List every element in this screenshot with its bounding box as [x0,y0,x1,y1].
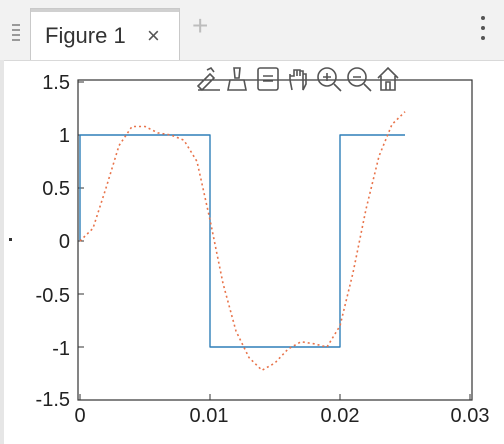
axes-toolbar [196,66,399,92]
left-edge-marker [9,238,12,241]
panel-grip-icon[interactable] [12,24,20,44]
brush-icon[interactable] [227,67,247,91]
pan-hand-icon[interactable] [289,69,307,91]
y-tick-label: 1 [59,125,70,147]
axes-box [77,79,473,401]
tab-label: Figure 1 [45,23,126,48]
panel-left-border [0,60,4,444]
tab-figure-1[interactable]: Figure 1 × [30,8,180,60]
tab-active-indicator [31,9,179,12]
y-tick-label: -1 [52,338,70,360]
square-wave-line [79,134,405,348]
y-tick-label: 0.5 [42,178,70,200]
x-tick-label: 0.01 [190,405,229,427]
figure-tab-bar: Figure 1 × + [0,0,504,61]
zoom-out-icon[interactable] [347,67,372,92]
zoom-in-icon[interactable] [317,67,342,92]
y-tick-labels: 1.5 1 0.5 0 -0.5 -1 -1.5 [36,72,70,411]
x-tick-label: 0 [74,405,85,427]
x-tick-label: 0.03 [451,405,490,427]
close-icon[interactable]: × [147,23,160,48]
data-tip-icon[interactable] [257,67,279,91]
plot-series [79,111,406,372]
x-tick-label: 0.02 [321,405,360,427]
more-options-icon[interactable] [480,16,486,40]
home-restore-icon[interactable] [377,66,399,91]
figure-canvas: 1.5 1 0.5 0 -0.5 -1 -1.5 0 0.01 0.02 0.0… [9,66,489,427]
y-tick-label: -1.5 [36,389,70,411]
y-tick-label: -0.5 [36,285,70,307]
fourier-series-line [79,111,406,372]
y-tick-label: 1.5 [42,72,70,94]
x-tick-labels: 0 0.01 0.02 0.03 [74,405,489,427]
edit-plot-icon[interactable] [196,66,220,92]
axis-ticks [78,81,471,401]
add-tab-icon[interactable]: + [192,10,209,41]
y-tick-label: 0 [59,231,70,253]
